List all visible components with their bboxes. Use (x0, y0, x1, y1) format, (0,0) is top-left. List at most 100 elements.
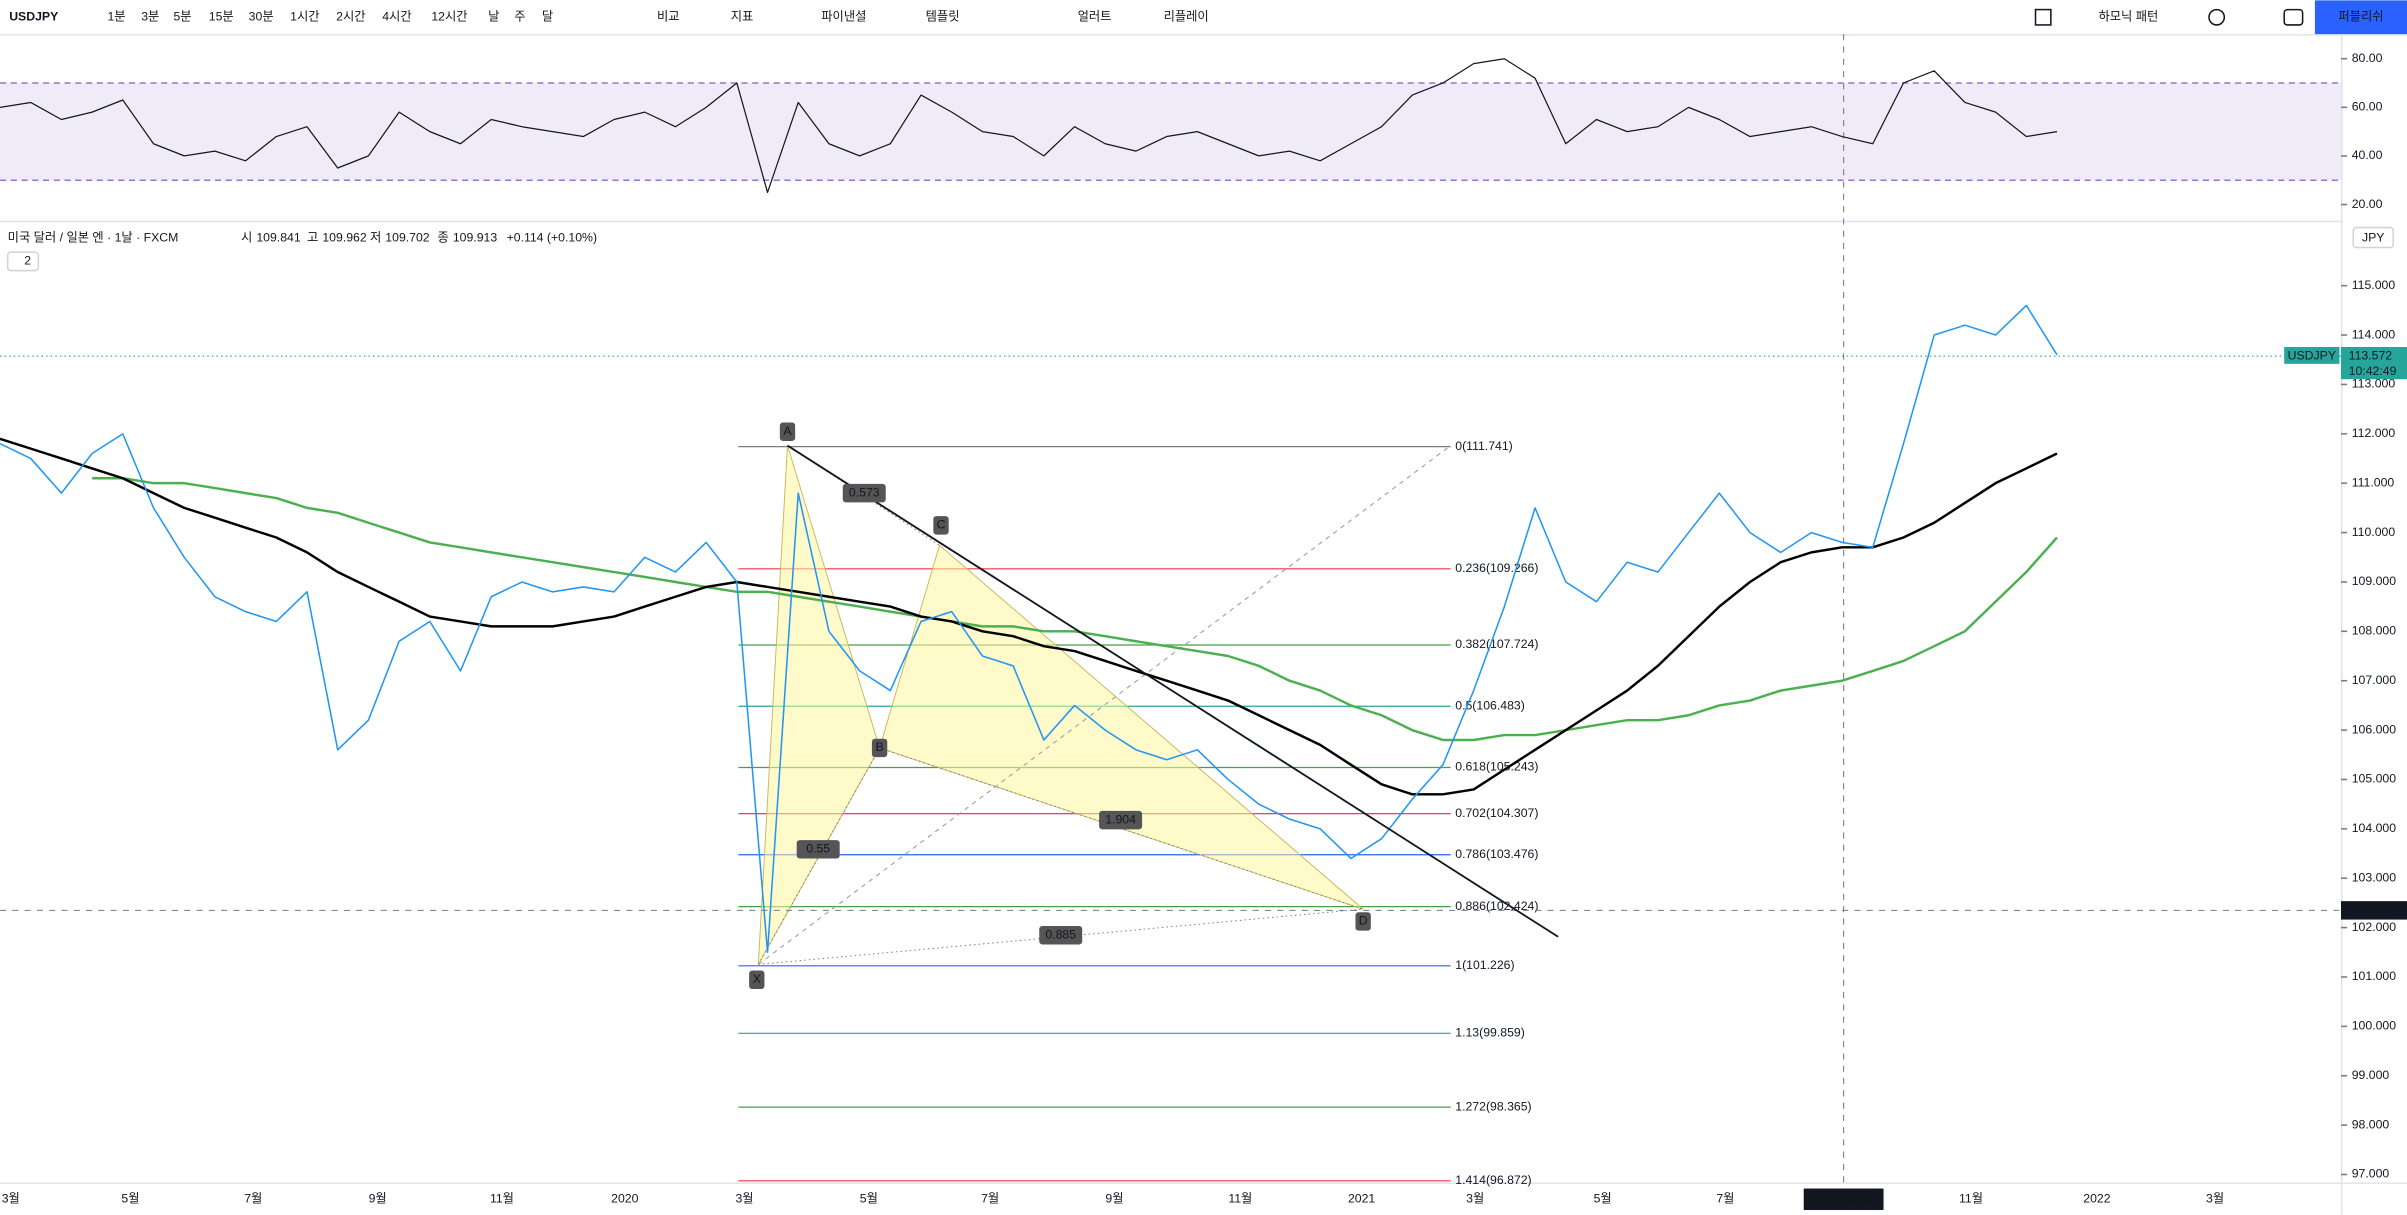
x-tick-label: 7월 (1716, 1192, 1734, 1206)
interval[interactable]: 30분 (249, 10, 274, 24)
publish-button[interactable] (2314, 0, 2407, 35)
fib-label: 0(111.741) (1455, 439, 1513, 453)
interval[interactable]: 날 (488, 10, 499, 24)
pattern-point: A (783, 424, 792, 438)
interval[interactable]: 주 (514, 10, 525, 24)
price-tick-label: 103.000 (2352, 870, 2397, 884)
x-tick-label: 9월 (1105, 1192, 1123, 1206)
legend-title: 미국 달러 / 일본 엔 · 1날 · FXCM (8, 231, 179, 245)
x-tick-label: 11월 (1228, 1192, 1252, 1206)
x-tick-label: 3월 (735, 1192, 753, 1206)
toolbar (0, 0, 2407, 35)
x-tick-label: 2020 (611, 1192, 638, 1206)
symbol[interactable]: USDJPY (9, 10, 58, 24)
fib-label: 1.272(98.365) (1455, 1099, 1531, 1113)
price-tick-label: 101.000 (2352, 969, 2397, 983)
x-tick-label: 5월 (860, 1192, 878, 1206)
legend-close-label: 종 (437, 231, 448, 245)
fib-label: 0.786(103.476) (1455, 847, 1538, 861)
toolbar-replay[interactable]: 리플레이 (1164, 10, 1209, 24)
fib-label: 1.414(96.872) (1455, 1173, 1531, 1187)
price-tick-label: 111.000 (2352, 475, 2395, 489)
interval[interactable]: 5분 (173, 10, 191, 24)
price-tick-label: 112.000 (2352, 426, 2396, 440)
icon-settings[interactable] (2208, 8, 2226, 26)
toolbar-indicators[interactable]: 지표 (731, 10, 754, 24)
rsi-tick-label: 60.00 (2352, 100, 2383, 114)
line-series (0, 437, 2058, 796)
interval[interactable]: 달 (542, 10, 553, 24)
interval[interactable]: 12시간 (431, 10, 467, 24)
pattern-ratio-box (1039, 926, 1083, 945)
symbol-tag-label: USDJPY (2288, 348, 2336, 362)
pattern-ratio-box (796, 840, 840, 859)
crosshair-date-tag (1803, 1188, 1884, 1211)
interval[interactable]: 1분 (107, 10, 125, 24)
symbol-tag (2284, 346, 2340, 364)
x-tick-label: 3월 (1466, 1192, 1484, 1206)
fib-label: 1.13(99.859) (1455, 1026, 1525, 1040)
x-tick-label: 2022 (2083, 1192, 2110, 1206)
line-series (0, 304, 2058, 954)
toolbar-templates[interactable]: 템플릿 (926, 10, 960, 24)
x-tick-label: 7월 (244, 1192, 262, 1206)
fib-label: 1(101.226) (1455, 958, 1514, 972)
crosshair-date: 2021-08-30 (1812, 1192, 1875, 1206)
x-tick-label: 7월 (981, 1192, 999, 1206)
x-tick-label: 5월 (121, 1192, 139, 1206)
legend-high: 109.962 (322, 231, 367, 245)
price-tick-label: 99.000 (2352, 1068, 2390, 1082)
legend-open: 109.841 (256, 231, 301, 245)
toolbar-financials[interactable]: 파이낸셜 (821, 10, 866, 24)
pattern-point-box (1355, 912, 1371, 931)
price-tick-label: 115.000 (2352, 278, 2396, 292)
legend-close: 109.913 (453, 231, 498, 245)
price-tick-label: 97.000 (2352, 1167, 2390, 1181)
rsi-tick-label: 80.00 (2352, 51, 2383, 65)
line-series (0, 58, 2058, 194)
price-tick-label: 108.000 (2352, 624, 2397, 638)
legend-low-label: 저 (370, 231, 381, 245)
legend-collapse[interactable] (6, 251, 40, 272)
fib-label: 0.702(104.307) (1455, 806, 1538, 820)
toolbar-compare[interactable]: 비교 (657, 10, 680, 24)
pattern-point: D (1359, 914, 1368, 928)
interval[interactable]: 4시간 (382, 10, 411, 24)
pattern-ratio: 0.55 (806, 842, 830, 856)
publish-label[interactable]: 퍼블리쉬 (2338, 10, 2383, 24)
toolbar-drawing[interactable]: 하모닉 패턴 (2098, 10, 2158, 24)
price-tick-label: 105.000 (2352, 772, 2397, 786)
legend-open-label: 시 (241, 231, 252, 245)
trendline (786, 444, 1559, 938)
x-tick-label: 3월 (2, 1192, 20, 1206)
interval[interactable]: 1시간 (290, 10, 319, 24)
pattern-ratio: 0.573 (849, 485, 880, 499)
price-tick-label: 102.000 (2352, 920, 2397, 934)
x-tick-label: 11월 (1959, 1192, 1983, 1206)
price-tick-label: 110.000 (2352, 525, 2396, 539)
price-tick-label: 98.000 (2352, 1117, 2390, 1131)
currency-box[interactable] (2352, 226, 2394, 249)
interval[interactable]: 2시간 (336, 10, 365, 24)
fib-label: 0.5(106.483) (1455, 698, 1525, 712)
x-tick-label: 2021 (1348, 1192, 1375, 1206)
fib-label: 0.382(107.724) (1455, 637, 1538, 651)
collapsed-count: 2 (24, 254, 31, 268)
legend-change: +0.114 (+0.10%) (507, 231, 597, 245)
icon-square[interactable] (2034, 8, 2052, 26)
interval[interactable]: 3분 (141, 10, 159, 24)
fib-label: 0.236(109.266) (1455, 561, 1538, 575)
pattern-ratio-box (842, 483, 886, 503)
pattern-point: C (937, 518, 946, 532)
icon-camera[interactable] (2283, 8, 2304, 26)
price-tick-label: 100.000 (2352, 1019, 2397, 1033)
toolbar-alert[interactable]: 얼러트 (1078, 10, 1112, 24)
pattern-ratio: 1.904 (1105, 812, 1136, 826)
price-tick-label: 107.000 (2352, 673, 2397, 687)
interval[interactable]: 15분 (209, 10, 234, 24)
pattern-point-box (871, 738, 888, 758)
x-tick-label: 5월 (1594, 1192, 1612, 1206)
price-tick-label: 113.000 (2352, 377, 2396, 391)
